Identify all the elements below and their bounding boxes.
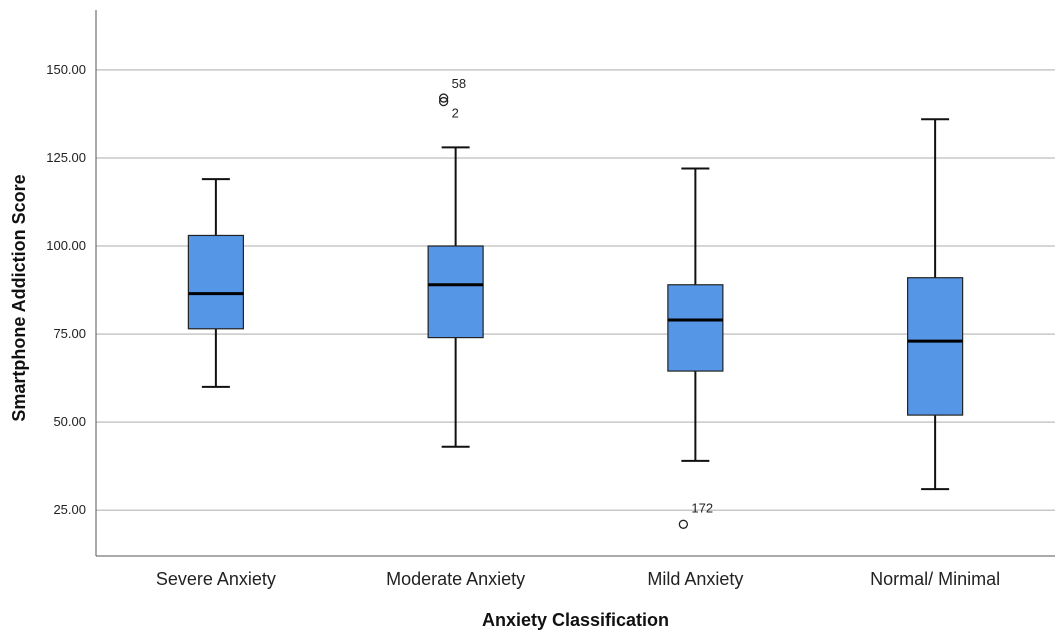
iqr-box bbox=[907, 277, 964, 416]
outlier-point bbox=[438, 93, 449, 103]
outlier-label: 2 bbox=[452, 106, 459, 121]
box-group: 172 bbox=[667, 167, 724, 529]
category-labels: Severe Anxiety Moderate Anxiety Mild Anxie… bbox=[156, 569, 1000, 589]
box-group bbox=[907, 118, 964, 491]
x-category-label: Moderate Anxiety bbox=[386, 569, 525, 589]
x-axis-title: Anxiety Classification bbox=[482, 610, 669, 630]
box-group: 58 2 bbox=[427, 76, 484, 448]
x-category-label: Normal/ Minimal bbox=[870, 569, 1000, 589]
y-tick-label: 25.00 bbox=[53, 502, 86, 517]
y-tick-label: 125.00 bbox=[46, 150, 86, 165]
y-tick-label: 75.00 bbox=[53, 326, 86, 341]
gridlines bbox=[96, 69, 1055, 511]
outlier-label: 58 bbox=[452, 76, 466, 91]
boxes: 58 2 172 bbox=[187, 76, 964, 529]
x-category-label: Mild Anxiety bbox=[647, 569, 743, 589]
outlier-point bbox=[438, 96, 449, 107]
iqr-box bbox=[427, 245, 484, 339]
outlier-label: 172 bbox=[691, 500, 713, 515]
iqr-box bbox=[187, 234, 244, 330]
y-tick-labels: 25.00 50.00 75.00 100.00 125.00 150.00 bbox=[46, 62, 86, 517]
box-group bbox=[187, 178, 244, 388]
iqr-box bbox=[667, 284, 724, 372]
y-tick-label: 100.00 bbox=[46, 238, 86, 253]
y-axis-title: Smartphone Addiction Score bbox=[9, 174, 29, 421]
y-tick-label: 50.00 bbox=[53, 414, 86, 429]
y-tick-label: 150.00 bbox=[46, 62, 86, 77]
x-category-label: Severe Anxiety bbox=[156, 569, 276, 589]
outlier-point bbox=[678, 519, 689, 529]
